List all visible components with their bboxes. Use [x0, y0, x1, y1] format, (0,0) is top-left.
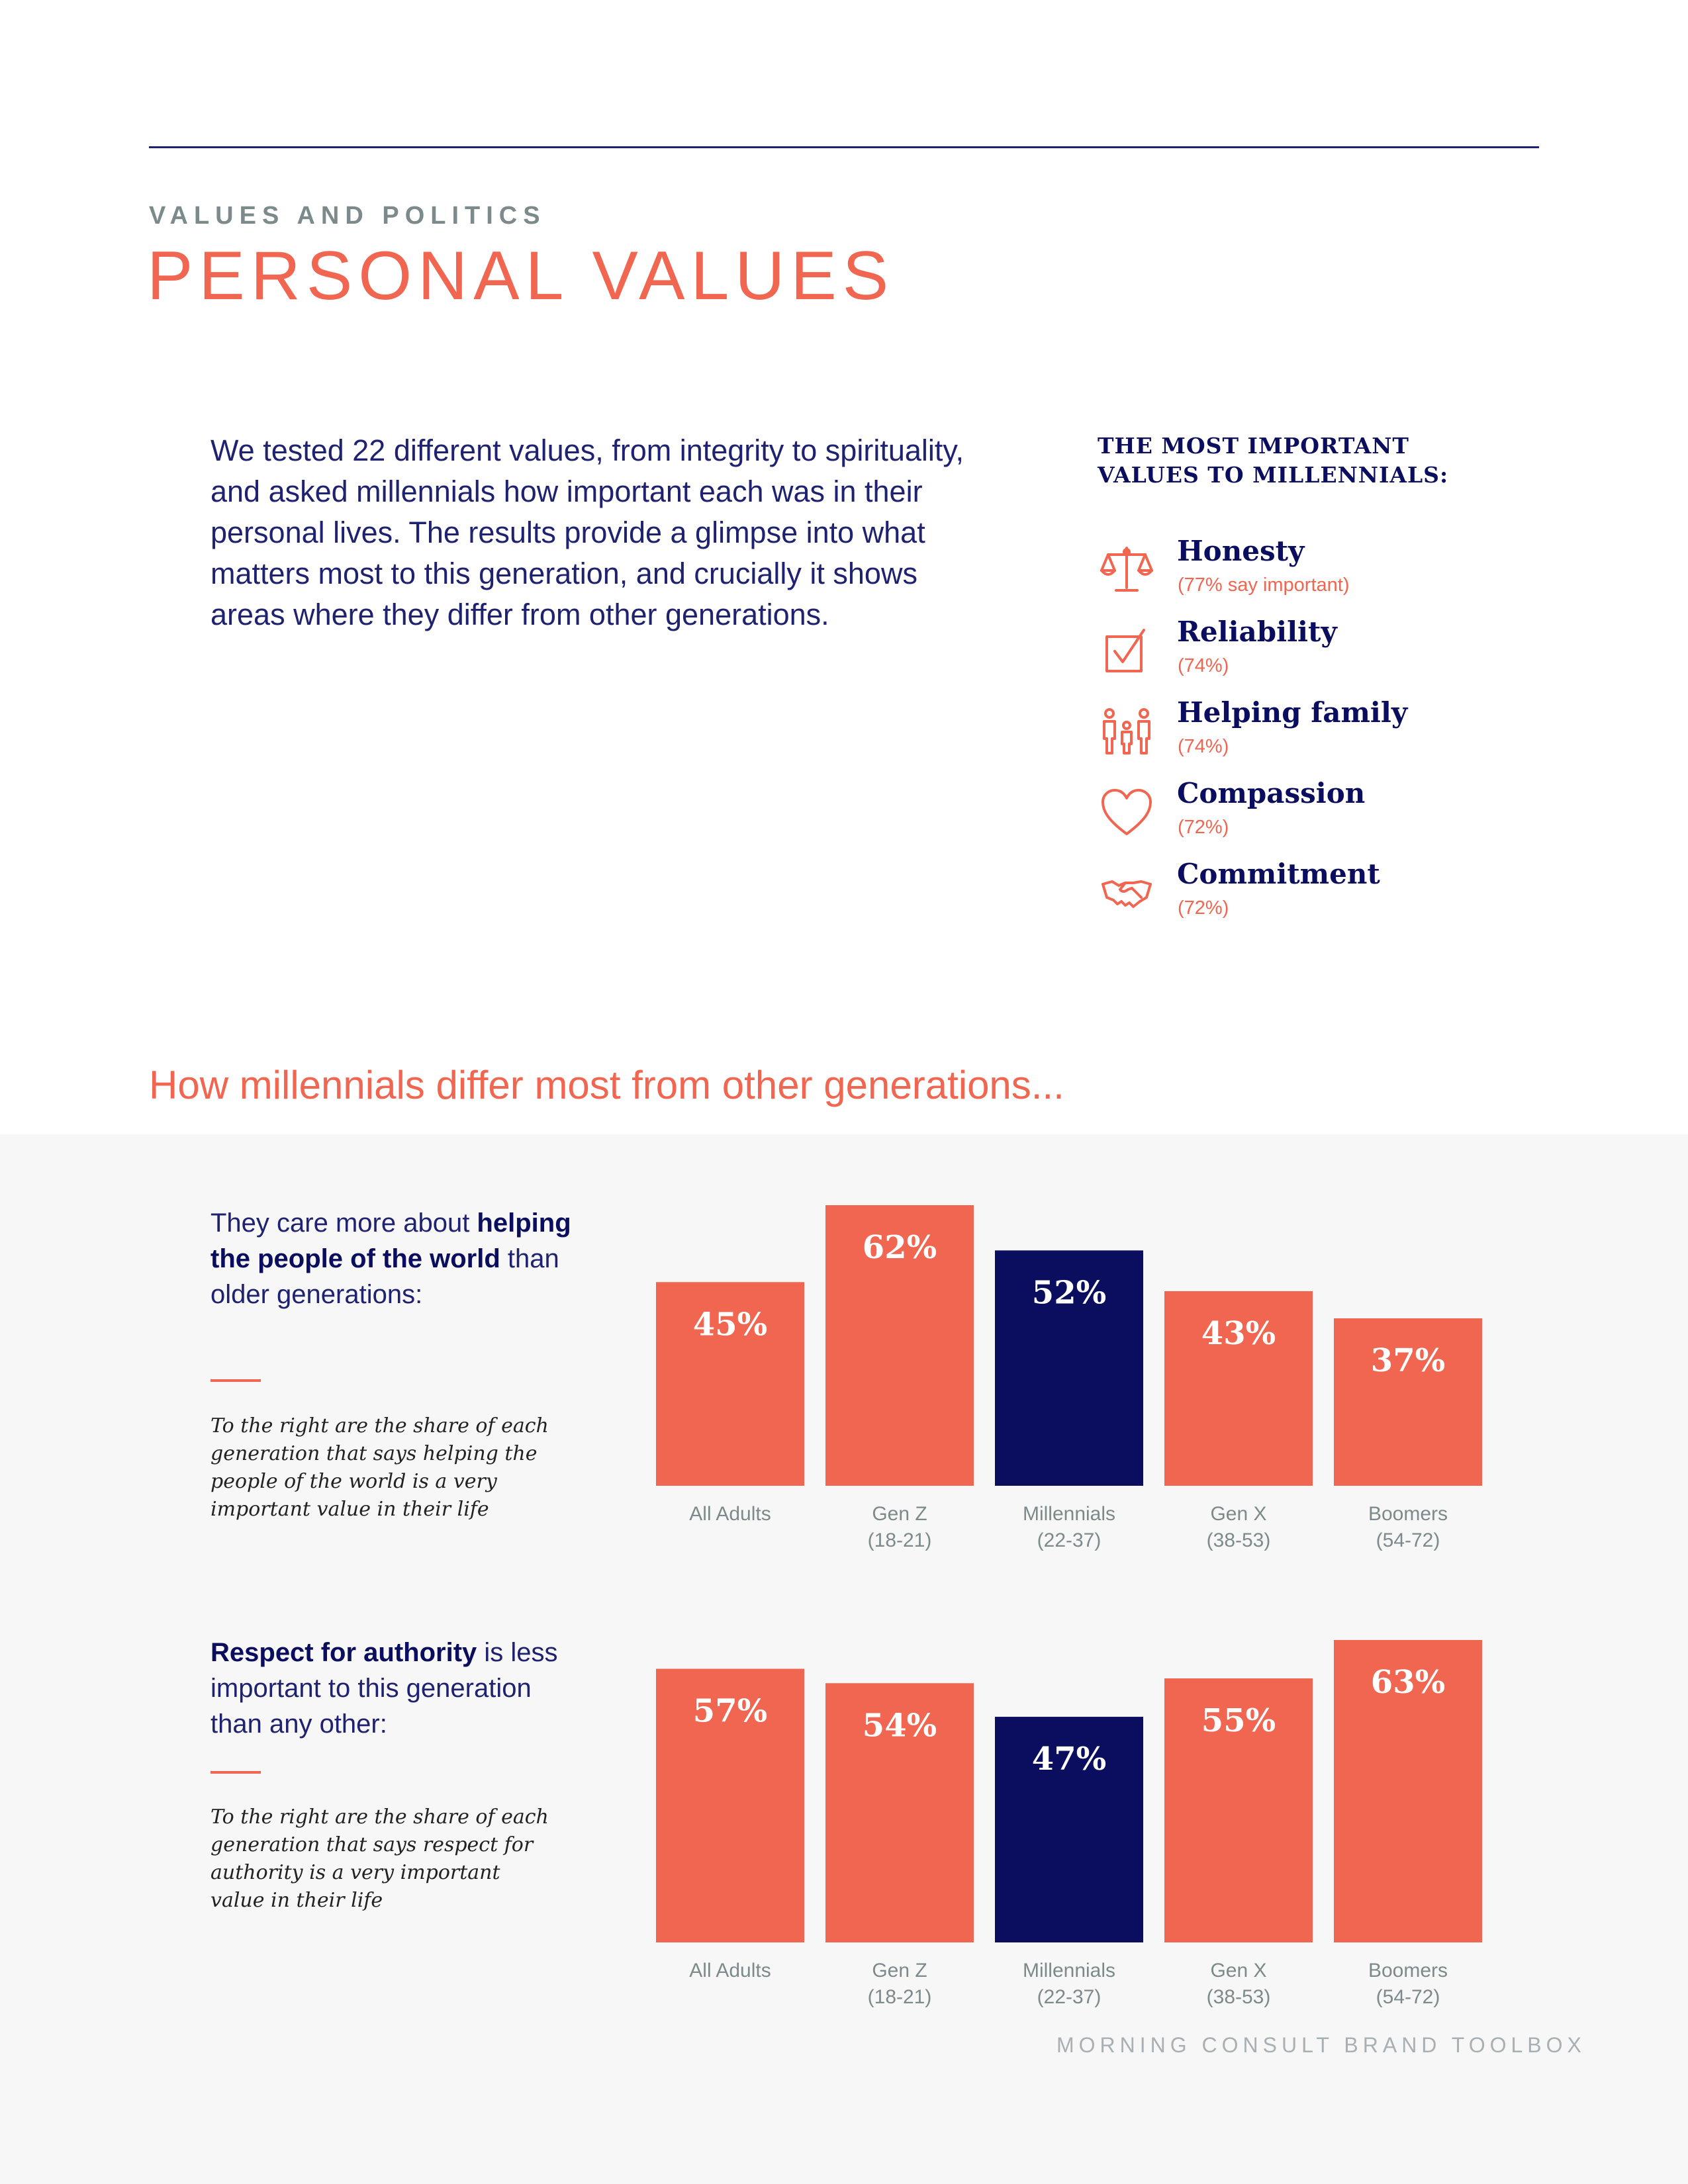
- bar-value-label: 54%: [863, 1707, 937, 1744]
- bar-value-label: 63%: [1371, 1664, 1445, 1701]
- bar-1: [825, 1683, 974, 1942]
- bar-value-label: 55%: [1201, 1702, 1276, 1739]
- bar-0: [656, 1282, 804, 1486]
- comparison-heading: How millennials differ most from other g…: [149, 1063, 1064, 1107]
- bar-4: [1334, 1640, 1482, 1942]
- values-panel-heading: THE MOST IMPORTANT VALUES TO MILLENNIALS…: [1098, 432, 1495, 490]
- bar-3: [1164, 1291, 1313, 1486]
- category-label: (22-37): [1037, 1986, 1102, 2008]
- chart-helping-people: 45% All Adults 62% Gen Z (18-21) 52% Millennia…: [649, 1205, 1483, 1555]
- category-label: Boomers: [1368, 1503, 1448, 1525]
- category-label: (54-72): [1376, 1529, 1440, 1551]
- page-title: PERSONAL VALUES: [147, 238, 895, 314]
- bar-value-label: 52%: [1032, 1274, 1106, 1311]
- value-pct: (77% say important): [1178, 574, 1350, 596]
- section-label: VALUES AND POLITICS: [149, 202, 546, 230]
- lead-text: They care more about: [211, 1208, 477, 1238]
- category-label: (22-37): [1037, 1529, 1102, 1551]
- category-label: Millennials: [1023, 1503, 1115, 1525]
- category-label: All Adults: [689, 1503, 771, 1525]
- category-label: Millennials: [1023, 1960, 1115, 1981]
- value-item-commitment: Commitment (72%): [1100, 858, 1530, 931]
- category-label: Gen Z: [872, 1503, 927, 1525]
- value-name: Commitment: [1177, 858, 1380, 890]
- value-item-reliability: Reliability (74%): [1100, 615, 1530, 688]
- category-label: Gen Z: [872, 1960, 927, 1981]
- bar-1: [825, 1205, 974, 1486]
- lead-emphasis: helping the people of the world: [211, 1208, 571, 1273]
- bar-3: [1164, 1678, 1313, 1942]
- bar-2: [995, 1250, 1143, 1486]
- category-label: (54-72): [1376, 1986, 1440, 2008]
- value-name: Helping family: [1177, 696, 1408, 729]
- value-name: Honesty: [1177, 535, 1305, 567]
- value-pct: (72%): [1178, 817, 1229, 838]
- bar-value-label: 47%: [1032, 1741, 1106, 1778]
- handshake-icon: [1100, 867, 1153, 920]
- heart-icon: [1100, 786, 1153, 839]
- bar-2: [995, 1717, 1143, 1942]
- checkbox-icon: [1100, 625, 1153, 678]
- lead-emphasis: Respect for authority: [211, 1638, 477, 1667]
- category-label: Gen X: [1210, 1503, 1266, 1525]
- chart-respect-authority: 57% All Adults 54% Gen Z (18-21) 47% Millennia…: [649, 1638, 1483, 2009]
- family-icon: [1100, 705, 1153, 758]
- values-heading-line2: VALUES TO MILLENNIALS:: [1098, 462, 1449, 488]
- bar-value-label: 43%: [1201, 1315, 1276, 1352]
- value-item-compassion: Compassion (72%): [1100, 777, 1530, 850]
- lead-text: is less important to this generation tha…: [211, 1638, 558, 1739]
- bar-0: [656, 1668, 804, 1942]
- category-label: (18-21): [868, 1986, 932, 2008]
- category-label: (38-53): [1207, 1986, 1271, 2008]
- section-1-note: To the right are the share of each gener…: [211, 1414, 549, 1521]
- bar-4: [1334, 1318, 1482, 1486]
- value-pct: (72%): [1178, 897, 1229, 919]
- section-2-lead: Respect for authority is less important …: [211, 1635, 581, 1742]
- category-label: All Adults: [689, 1960, 771, 1981]
- bar-value-label: 45%: [693, 1306, 767, 1343]
- lead-text: than older generations:: [211, 1244, 559, 1309]
- footer-brand: MORNING CONSULT BRAND TOOLBOX: [1056, 2033, 1586, 2057]
- value-item-helping-family: Helping family (74%): [1100, 696, 1530, 769]
- accent-dash: [211, 1771, 261, 1774]
- category-label: (18-21): [868, 1529, 932, 1551]
- scales-icon: [1100, 544, 1153, 597]
- bar-value-label: 62%: [863, 1229, 937, 1266]
- category-label: Gen X: [1210, 1960, 1266, 1981]
- bar-value-label: 37%: [1371, 1342, 1445, 1379]
- accent-dash: [211, 1379, 261, 1382]
- section-2-note: To the right are the share of each gener…: [211, 1805, 549, 1912]
- section-1-lead: They care more about helping the people …: [211, 1205, 581, 1312]
- bar-value-label: 57%: [693, 1693, 767, 1730]
- value-item-honesty: Honesty (77% say important): [1100, 535, 1530, 608]
- top-rule: [149, 146, 1539, 148]
- values-heading-line1: THE MOST IMPORTANT: [1098, 433, 1409, 459]
- category-label: Boomers: [1368, 1960, 1448, 1981]
- intro-paragraph: We tested 22 different values, from inte…: [211, 433, 964, 631]
- value-name: Compassion: [1177, 777, 1366, 809]
- category-label: (38-53): [1207, 1529, 1271, 1551]
- value-pct: (74%): [1178, 655, 1229, 676]
- value-pct: (74%): [1178, 736, 1229, 757]
- value-name: Reliability: [1177, 615, 1337, 648]
